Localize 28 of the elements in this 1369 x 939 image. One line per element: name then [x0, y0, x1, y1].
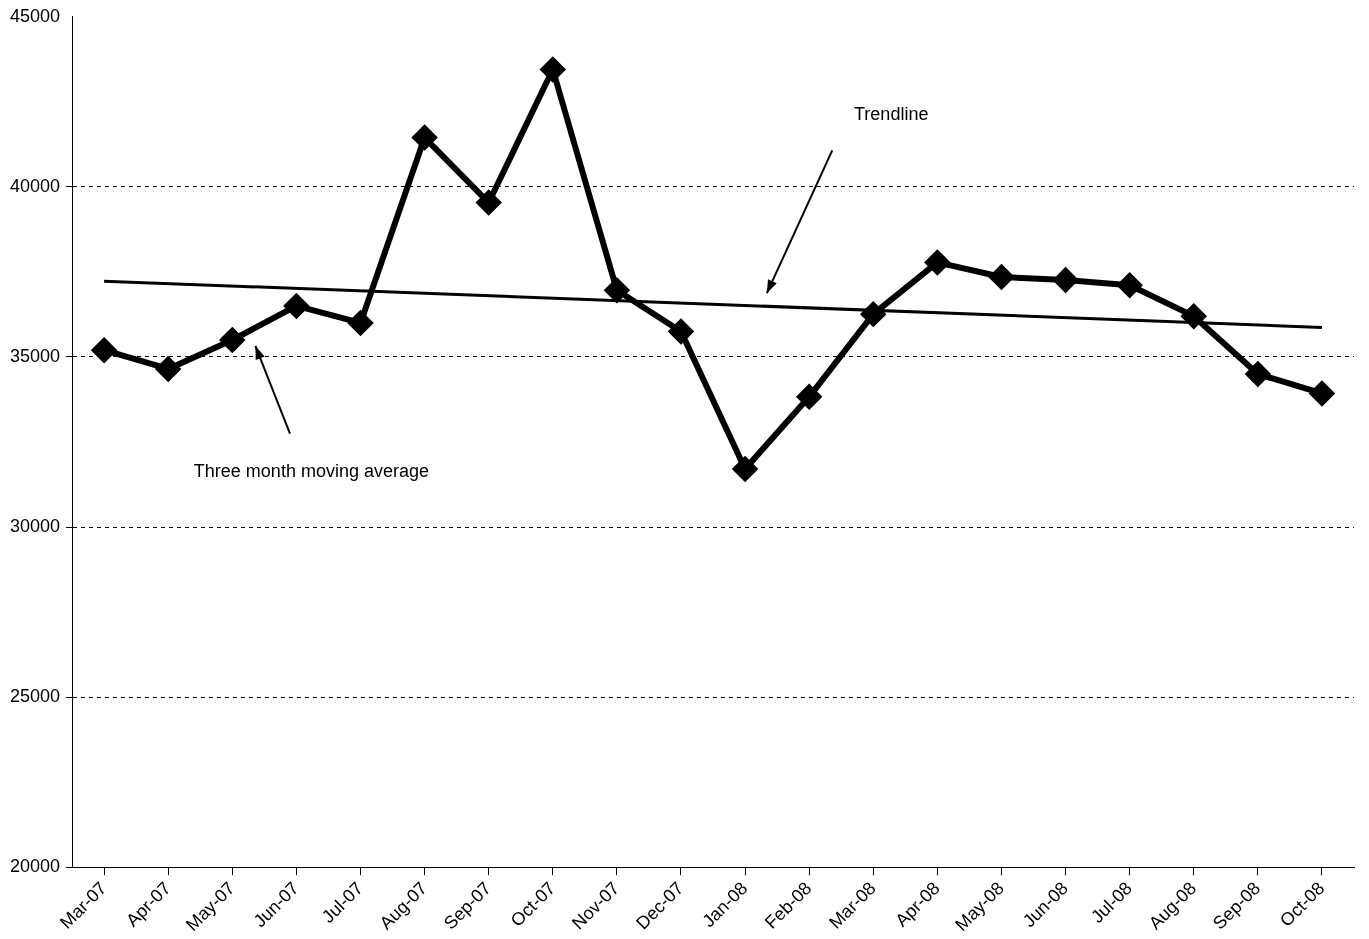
y-tick-label: 45000: [9, 5, 61, 26]
point: [797, 384, 822, 409]
point: [989, 265, 1014, 290]
point: [1117, 273, 1142, 298]
annotation: Three month moving average: [193, 460, 429, 481]
point: [1053, 268, 1078, 293]
y-tick-label: 25000: [9, 686, 61, 707]
y-tick-label: 30000: [9, 516, 61, 537]
point: [925, 250, 950, 275]
point: [861, 302, 886, 327]
point: [1181, 304, 1206, 329]
point: [348, 310, 373, 335]
annotation: Trendline: [854, 103, 929, 124]
point: [668, 319, 693, 344]
point: [284, 293, 309, 318]
point: [412, 125, 437, 150]
point: [476, 190, 501, 215]
point: [604, 278, 629, 303]
point: [1309, 381, 1334, 406]
point: [220, 327, 245, 352]
point: [92, 338, 117, 363]
point: [733, 456, 758, 481]
point: [156, 356, 181, 381]
y-tick-label: 35000: [9, 345, 61, 366]
y-tick-label: 40000: [9, 175, 61, 196]
y-tick-label: 20000: [9, 856, 61, 877]
point: [540, 57, 565, 82]
point: [1245, 362, 1270, 386]
